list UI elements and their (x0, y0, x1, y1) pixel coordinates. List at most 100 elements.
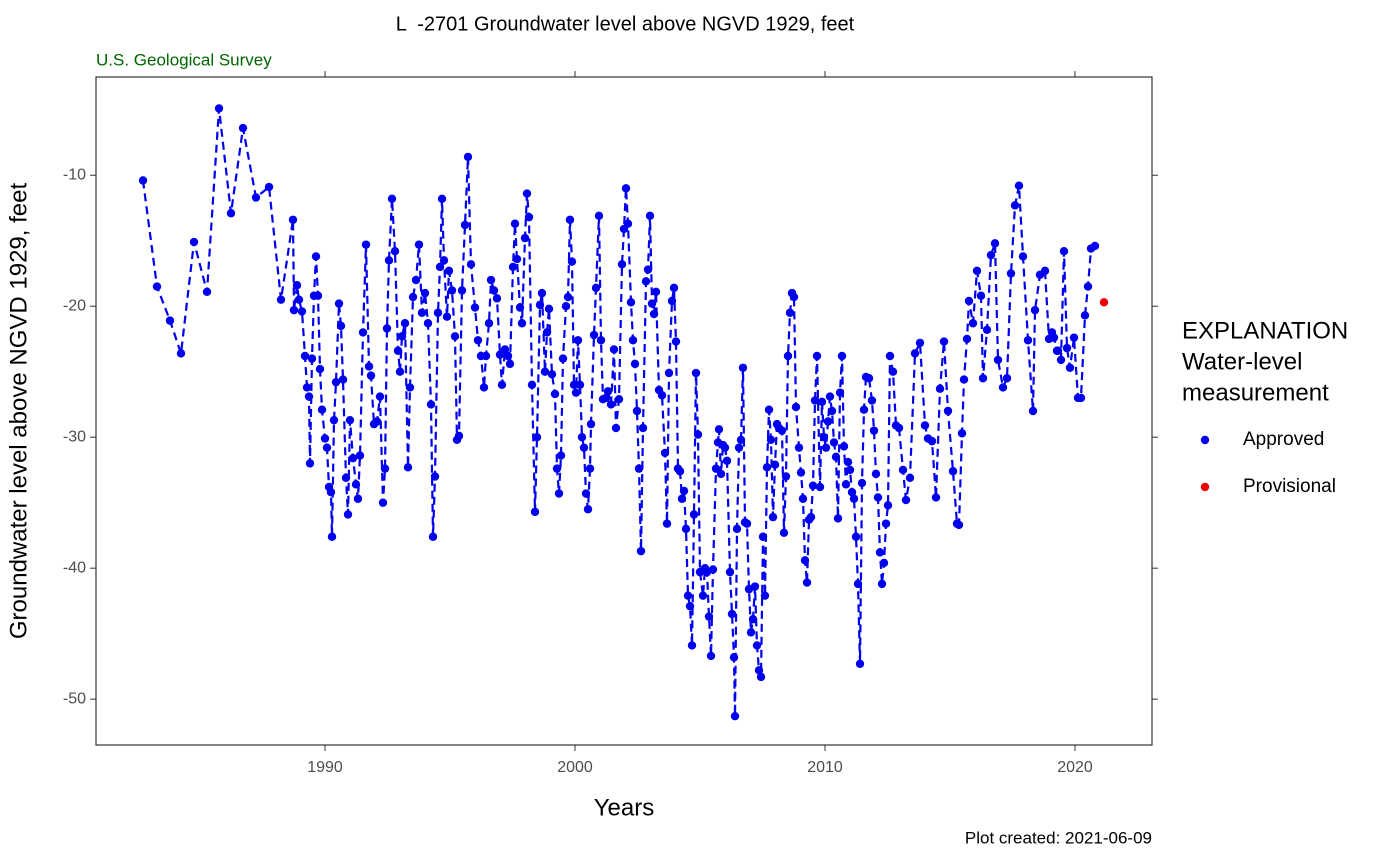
data-point (351, 480, 361, 489)
annotation: Plot created: 2021-06-09 (965, 828, 1152, 847)
data-point (470, 303, 480, 312)
data-point (959, 375, 969, 384)
data-point (439, 256, 449, 265)
data-point (466, 260, 476, 269)
data-point (879, 558, 889, 568)
data-point (853, 579, 863, 589)
data-point (251, 193, 261, 202)
data-point (841, 480, 851, 489)
data-point (484, 319, 494, 328)
data-point (517, 319, 527, 328)
data-point (810, 396, 820, 405)
data-point (550, 389, 560, 399)
data-point (393, 346, 403, 355)
data-point (537, 288, 547, 298)
data-point (812, 351, 822, 361)
data-point (885, 351, 895, 361)
data-point (716, 469, 726, 479)
data-point (864, 374, 874, 383)
data-point (873, 493, 883, 502)
data-point (433, 308, 443, 317)
data-point (649, 309, 659, 319)
data-point (343, 510, 353, 519)
data-point (577, 432, 587, 442)
data-point (336, 321, 346, 331)
data-point (819, 432, 829, 442)
data-point (138, 176, 148, 185)
data-point (573, 336, 583, 345)
data-point (634, 464, 644, 473)
data-point (532, 432, 542, 442)
data-point (845, 465, 855, 475)
data-point (405, 383, 415, 392)
data-point (423, 319, 433, 328)
data-point (1062, 343, 1072, 353)
data-point (302, 383, 312, 392)
data-point (1002, 374, 1012, 383)
data-point (621, 184, 631, 193)
data-point (614, 395, 624, 404)
x-tick-label: 1990 (307, 759, 343, 776)
data-point (708, 565, 718, 574)
data-point (315, 364, 325, 374)
data-point (998, 383, 1008, 392)
data-point (202, 287, 212, 297)
data-point (520, 233, 530, 243)
data-point (632, 406, 642, 416)
data-point (777, 426, 787, 435)
data-point (1056, 355, 1066, 365)
data-point (839, 442, 849, 451)
data-point (859, 405, 869, 414)
data-point (479, 383, 489, 392)
data-point (689, 510, 699, 519)
data-point (530, 507, 540, 517)
data-point (1010, 201, 1020, 210)
data-point (791, 402, 801, 412)
data-point (609, 345, 619, 354)
data-point (901, 495, 911, 505)
data-point (827, 406, 837, 416)
data-point (869, 426, 879, 435)
data-point (685, 601, 695, 611)
data-point (463, 152, 473, 162)
data-point (1040, 266, 1050, 276)
data-point (990, 239, 1000, 248)
data-point (585, 464, 595, 473)
data-point (331, 377, 341, 387)
data-point (651, 287, 661, 297)
data-point (510, 219, 520, 228)
data-point (226, 209, 236, 218)
data-point (382, 324, 392, 333)
data-point (675, 467, 685, 476)
data-point (986, 250, 996, 260)
data-point (883, 501, 893, 510)
data-point (444, 266, 454, 276)
data-point (808, 481, 818, 490)
data-point (481, 351, 491, 361)
data-point (450, 332, 460, 341)
data-point (730, 711, 740, 721)
data-point (881, 519, 891, 528)
data-point (1006, 269, 1016, 278)
data-point (738, 363, 748, 372)
data-point (292, 281, 302, 290)
data-point (687, 641, 697, 650)
data-point (606, 400, 616, 409)
data-point (683, 591, 693, 600)
data-point (664, 368, 674, 378)
x-tick-label: 2000 (557, 759, 593, 776)
data-point (556, 451, 566, 460)
data-point (372, 417, 382, 426)
data-point (752, 641, 762, 650)
data-point (414, 240, 424, 249)
data-point (764, 405, 774, 414)
data-point (742, 519, 752, 528)
data-point (586, 419, 596, 429)
data-point (355, 451, 365, 460)
data-point (300, 351, 310, 361)
data-point (768, 512, 778, 522)
data-point (428, 532, 438, 541)
data-point (276, 295, 286, 304)
data-point (711, 464, 721, 473)
data-point (736, 435, 746, 445)
